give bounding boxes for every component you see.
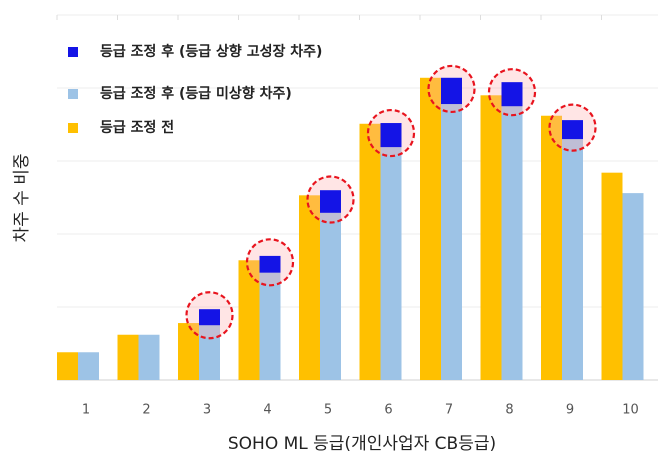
bar (562, 139, 583, 380)
bar (622, 193, 644, 380)
bar (420, 77, 441, 380)
bar (380, 123, 402, 148)
bar (117, 334, 139, 380)
bar (480, 95, 502, 381)
x-tick-label: 6 (384, 403, 392, 418)
bar (199, 309, 220, 326)
x-tick-label: 5 (324, 403, 332, 418)
bar (441, 104, 462, 380)
bar (78, 352, 99, 380)
bar (238, 260, 260, 380)
legend-swatch (68, 123, 78, 133)
x-tick-label: 7 (445, 403, 453, 418)
bar (259, 272, 281, 380)
bar (199, 325, 220, 380)
legend-swatch (68, 89, 78, 99)
legend-swatch (68, 47, 78, 57)
bar (320, 212, 341, 380)
bar (501, 106, 523, 380)
y-axis-label: 차주 수 비중 (12, 153, 32, 242)
bar (178, 323, 199, 380)
bar (501, 82, 523, 107)
x-tick-label: 8 (505, 403, 513, 418)
x-tick-label: 3 (203, 403, 211, 418)
bar (441, 77, 462, 105)
x-tick-label: 10 (622, 403, 639, 418)
bar (138, 334, 160, 380)
bar (601, 172, 623, 380)
bar (259, 255, 281, 273)
bar (380, 147, 402, 380)
x-tick-label: 2 (142, 403, 150, 418)
legend-label: 등급 조정 전 (100, 119, 174, 136)
x-tick-label: 1 (82, 403, 90, 418)
bar (299, 195, 320, 380)
bar (57, 352, 78, 380)
bar (562, 120, 583, 140)
bar (320, 190, 341, 213)
x-tick-label: 9 (566, 403, 574, 418)
bar (359, 123, 381, 381)
x-axis-label: SOHO ML 등급(개인사업자 CB등급) (228, 434, 496, 454)
legend-label: 등급 조정 후 (등급 미상향 차주) (100, 85, 292, 102)
x-tick-label: 4 (263, 403, 271, 418)
legend-label: 등급 조정 후 (등급 상향 고성장 차주) (100, 43, 322, 60)
bar (541, 115, 562, 381)
